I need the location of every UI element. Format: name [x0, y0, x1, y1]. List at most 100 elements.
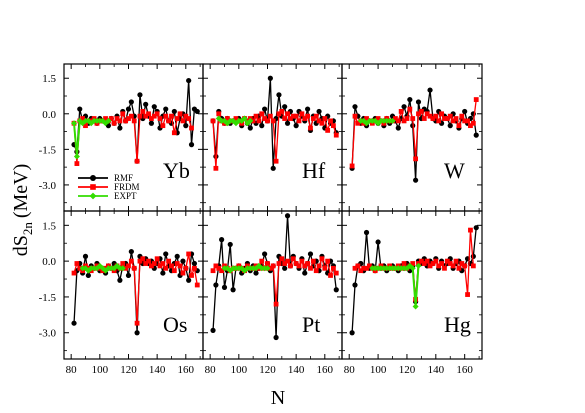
data-point: [473, 225, 479, 231]
data-point: [349, 330, 355, 336]
data-point: [468, 227, 473, 233]
legend-label: RMF: [114, 173, 133, 183]
series-expt: [369, 262, 422, 310]
series-expt: [221, 262, 271, 274]
data-point: [352, 113, 358, 119]
data-point: [140, 109, 146, 114]
series-expt: [79, 262, 126, 274]
data-point: [349, 163, 355, 169]
data-point: [73, 153, 80, 160]
data-point: [290, 113, 296, 119]
data-point: [296, 263, 302, 269]
data-point: [450, 263, 456, 269]
data-point: [125, 106, 132, 112]
panel-hf: Hf: [202, 63, 343, 212]
data-point: [322, 265, 328, 271]
data-point: [148, 120, 155, 126]
data-point: [128, 113, 134, 119]
data-point: [358, 268, 364, 274]
data-point: [134, 158, 140, 164]
data-point: [285, 111, 290, 117]
data-point: [192, 265, 197, 271]
legend-entry-frdm: FRDM: [78, 182, 140, 192]
data-point: [415, 262, 422, 269]
x-tick-label: 140: [288, 364, 305, 376]
data-point: [444, 258, 450, 264]
data-point: [410, 261, 416, 266]
data-point: [125, 272, 132, 279]
data-point: [319, 256, 325, 262]
data-point: [333, 270, 339, 276]
data-point: [276, 261, 282, 266]
data-point: [361, 265, 367, 271]
y-axis-title: dS2n (MeV): [10, 164, 35, 257]
data-point: [160, 270, 166, 276]
x-tick-label: 80: [344, 364, 356, 376]
x-axis-title: N: [271, 387, 285, 409]
data-point: [253, 113, 259, 119]
data-point: [325, 127, 331, 133]
data-point: [393, 116, 398, 121]
legend-entry-expt: EXPT: [78, 191, 137, 201]
x-tick-label: 140: [428, 364, 445, 376]
panel-label: Yb: [163, 158, 190, 183]
x-tick-label: 120: [120, 364, 137, 376]
legend-marker: [89, 192, 97, 200]
data-point: [333, 132, 339, 138]
data-point: [310, 258, 316, 264]
data-point: [163, 106, 169, 112]
data-point: [134, 330, 140, 336]
data-point: [375, 116, 381, 121]
data-point: [273, 301, 279, 307]
data-point: [282, 265, 288, 271]
data-point: [210, 118, 216, 124]
panel-hg: Hg: [341, 210, 483, 360]
legend-marker: [90, 184, 96, 190]
data-point: [282, 261, 288, 266]
data-point: [128, 258, 134, 264]
data-point: [163, 265, 169, 271]
data-point: [427, 263, 433, 269]
data-point: [436, 118, 442, 124]
data-point: [276, 92, 282, 98]
data-point: [169, 263, 174, 269]
data-point: [418, 109, 424, 114]
data-point: [333, 287, 339, 293]
y-tick-label: -1.5: [39, 292, 57, 304]
data-point: [328, 118, 333, 124]
data-point: [219, 268, 225, 274]
y-axis-title-unit: (MeV): [10, 164, 32, 218]
data-point: [131, 118, 137, 124]
data-point: [270, 118, 276, 124]
data-point: [427, 113, 433, 119]
panels-group: Yb Hf W Os Pt Hg: [63, 63, 483, 360]
data-point: [264, 265, 271, 272]
data-point: [74, 261, 80, 266]
panel-w: W: [341, 63, 483, 212]
data-point: [143, 101, 149, 107]
data-point: [316, 118, 322, 124]
series-expt: [357, 117, 396, 127]
y-tick-label: -1.5: [39, 144, 57, 156]
data-point: [177, 263, 183, 269]
legend-label: EXPT: [114, 191, 137, 201]
data-point: [194, 108, 200, 115]
data-point: [151, 104, 157, 110]
y-tick-label: -3.0: [39, 180, 57, 192]
data-point: [319, 120, 325, 126]
data-point: [134, 320, 140, 326]
data-point: [194, 282, 200, 288]
data-point: [299, 111, 305, 117]
data-point: [186, 277, 192, 283]
data-point: [77, 106, 83, 112]
data-point: [180, 118, 186, 124]
data-point: [413, 177, 419, 183]
data-point: [163, 113, 169, 119]
data-point: [253, 270, 259, 276]
data-point: [413, 156, 419, 162]
data-point: [421, 116, 427, 121]
data-point: [293, 113, 299, 119]
data-point: [183, 123, 189, 129]
